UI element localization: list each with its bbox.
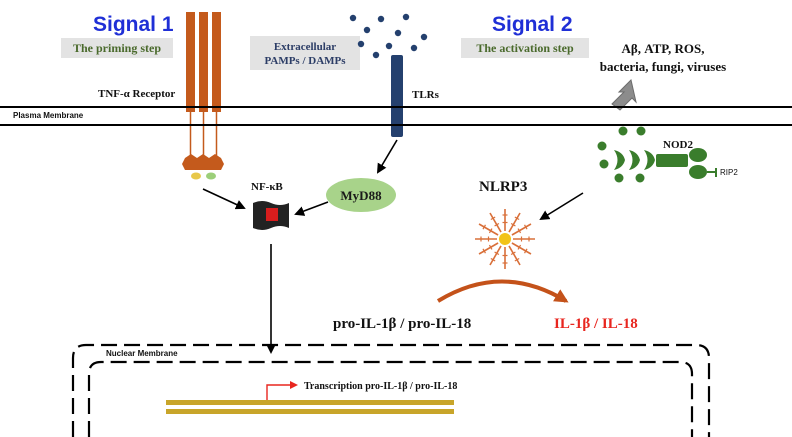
tnf-receptor [182, 12, 224, 180]
nlrp3-spoke-tick [490, 258, 496, 262]
il-label: IL-1β / IL-18 [554, 316, 638, 332]
arrow-tlr-to-myd88 [376, 139, 398, 174]
nlrp3-spoke-tick [482, 248, 486, 254]
nlrp3-spoke-tick [490, 216, 496, 220]
signal2-subtitle-box [461, 38, 589, 58]
nlrp3-core [499, 233, 511, 245]
pamp-dots [349, 13, 428, 59]
pamps-line1: Extracellular [274, 41, 336, 53]
stimuli-line2: bacteria, fungi, viruses [600, 59, 726, 74]
transcription-label: Transcription pro-IL-1β / pro-IL-18 [304, 381, 457, 392]
tlr-receptor [391, 55, 403, 137]
nlrp3-spoke-tick [510, 222, 516, 227]
nlrp3-spoke [478, 223, 499, 236]
nlrp3-spoke-tick [517, 244, 522, 250]
nuclear-membrane-inner [87, 360, 694, 437]
signal2-title: Signal 2 [492, 13, 573, 36]
pamps-box [250, 36, 360, 70]
nlrp3-spoke-tick [524, 248, 528, 254]
nlrp3-spoke-tick [514, 258, 520, 262]
rip2-linker [707, 168, 717, 177]
plasma-membrane-label: Plasma Membrane [13, 111, 84, 120]
nlrp3-spoke-tick [514, 216, 520, 220]
nlrp3-spoke-tick [482, 224, 486, 230]
nlrp3-spoke [511, 242, 532, 255]
nlrp3-spoke [508, 212, 521, 233]
nfkb-label: NF-κB [251, 181, 283, 193]
tlrs-label: TLRs [412, 89, 440, 101]
stimuli-line1: Aβ, ATP, ROS, [621, 41, 704, 56]
myd88-node [326, 178, 396, 212]
nlrp3-spoke-tick [494, 251, 500, 256]
nlrp3-spoke [478, 242, 499, 255]
nuclear-membrane-outer [71, 343, 711, 437]
nlrp3-spoke [511, 223, 532, 236]
nlrp3-spoke-tick [488, 244, 493, 250]
nlrp3-spoke-tick [510, 251, 516, 256]
nlrp3-spoke [508, 245, 521, 266]
nlrp3-spoke-tick [524, 224, 528, 230]
nlrp3-spoke [489, 212, 502, 233]
transcription-arrow [266, 381, 298, 400]
arrow-nod2-to-nlrp3 [539, 192, 584, 221]
signal1-subtitle: The priming step [73, 41, 161, 55]
dna-strand-bottom [166, 409, 454, 414]
rip2-label: RIP2 [720, 168, 738, 177]
nlrp3-spoke-tick [494, 222, 500, 227]
nod2-protein [597, 126, 707, 183]
dna-strand-top [166, 400, 454, 405]
nlrp3-spoke-tick [517, 228, 522, 234]
arrow-myd88-to-nfkb [294, 201, 329, 216]
signal2-subtitle: The activation step [476, 41, 574, 55]
tnf-receptor-label: TNF-α Receptor [98, 88, 175, 100]
nlrp3-spoke-tick [488, 228, 493, 234]
stimuli-arrow [611, 79, 637, 111]
pro-il-label: pro-IL-1β / pro-IL-18 [333, 316, 471, 332]
myd88-label: MyD88 [340, 188, 382, 203]
arrow-pro-il-to-il [436, 279, 569, 303]
nuclear-membrane-label: Nuclear Membrane [106, 349, 178, 358]
signal1-subtitle-box [61, 38, 173, 58]
pamps-line2: PAMPs / DAMPs [264, 55, 346, 67]
nod2-label: NOD2 [663, 139, 693, 151]
signal1-title: Signal 1 [93, 13, 174, 36]
nfkb-complex [253, 201, 289, 230]
nlrp3-spoke [489, 245, 502, 266]
nlrp3-inflammasome [475, 209, 535, 269]
arrow-tnf-to-nfkb [202, 188, 246, 210]
nlrp3-label: NLRP3 [479, 179, 527, 195]
